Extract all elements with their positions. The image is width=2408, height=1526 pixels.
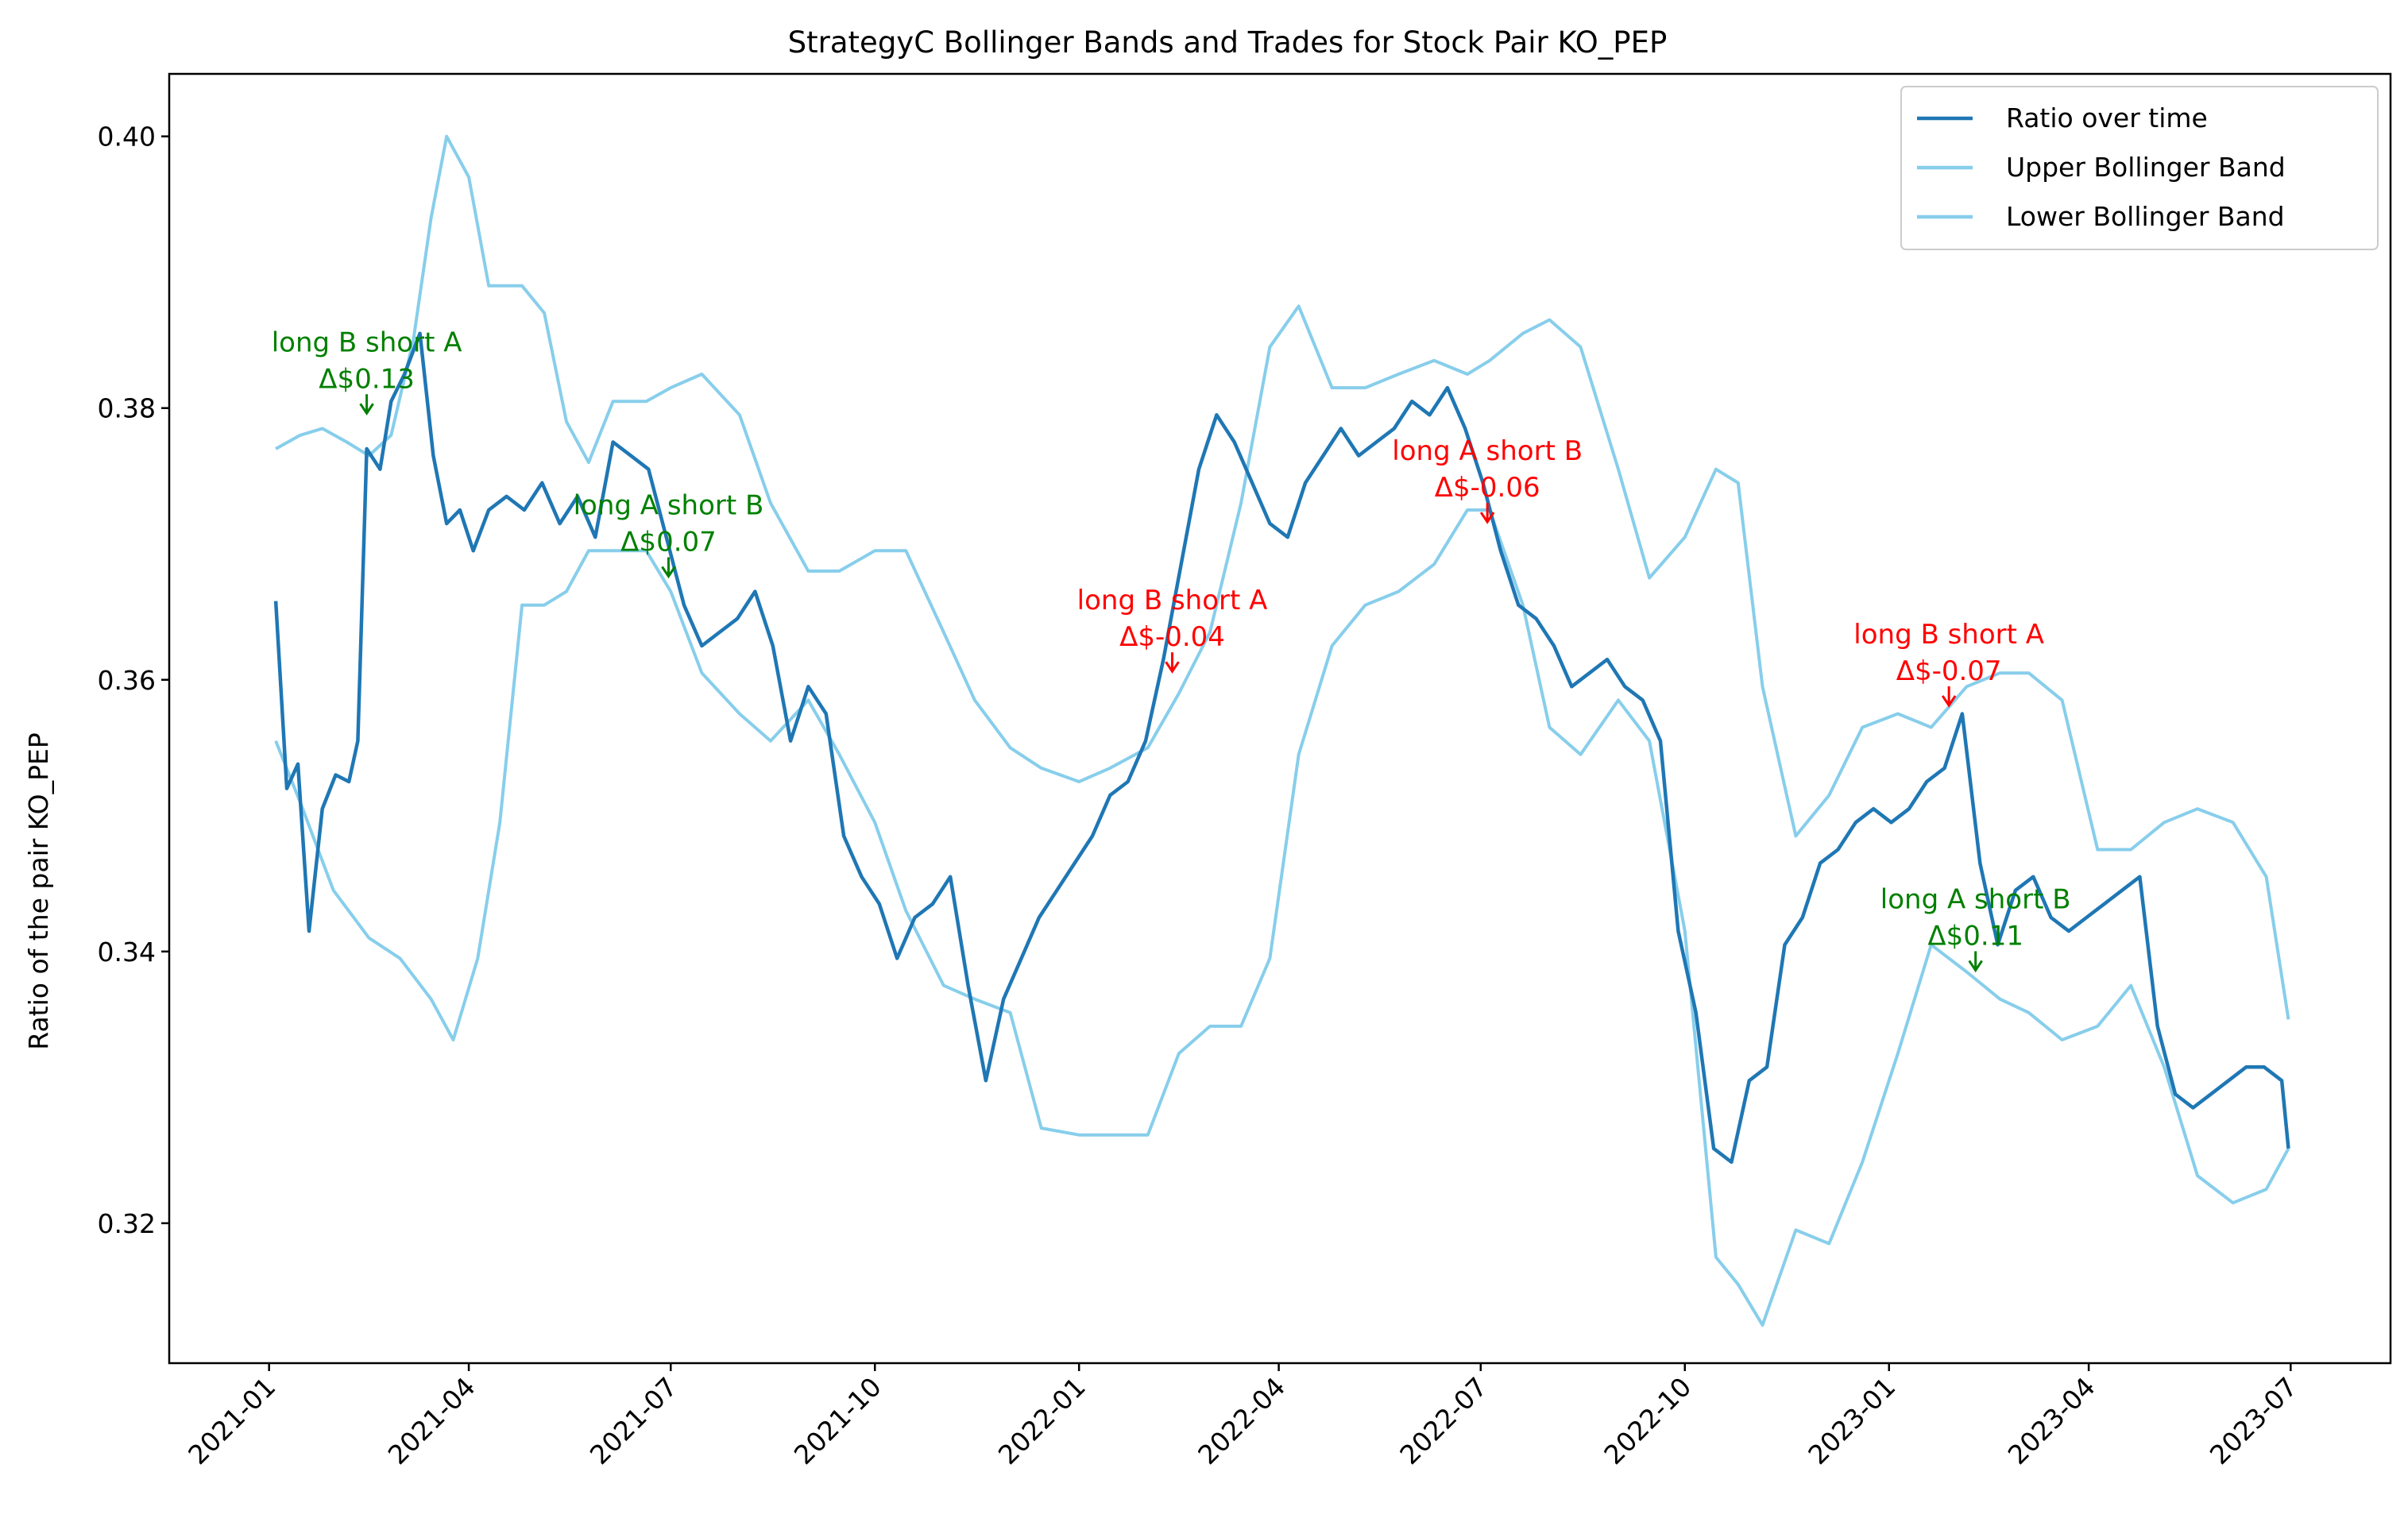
- trade-pnl-label: Δ$-0.04: [1119, 621, 1225, 653]
- trade-annotation: long A short B Δ$-0.06: [1392, 435, 1583, 524]
- trade-annotation: long B short A Δ$0.13: [272, 326, 462, 415]
- trade-arrow-head: [1968, 960, 1983, 973]
- trade-annotation: long A short B Δ$0.07: [574, 489, 764, 579]
- legend-label-ratio: Ratio over time: [2006, 102, 2208, 133]
- trade-action-label: long A short B: [1392, 435, 1583, 467]
- trade-action-label: long B short A: [272, 326, 462, 358]
- series-layer: [273, 134, 2290, 1327]
- trade-pnl-label: Δ$0.11: [1927, 920, 2023, 952]
- trade-pnl-label: Δ$-0.07: [1896, 655, 2002, 687]
- y-tick-label: 0.38: [98, 393, 156, 424]
- trade-pnl-label: Δ$-0.06: [1435, 472, 1540, 504]
- trade-action-label: long A short B: [574, 489, 764, 521]
- chart-title: StrategyC Bollinger Bands and Trades for…: [788, 25, 1668, 60]
- y-tick-label: 0.40: [98, 122, 156, 153]
- legend-label-upper: Upper Bollinger Band: [2006, 152, 2286, 183]
- y-tick-label: 0.34: [98, 937, 156, 968]
- y-tick-label: 0.32: [98, 1208, 156, 1239]
- trade-action-label: long B short A: [1853, 619, 2044, 651]
- legend-box: [1900, 86, 2379, 250]
- y-axis-label: Ratio of the pair KO_PEP: [23, 732, 54, 1050]
- trade-arrow-head: [1479, 512, 1495, 524]
- trade-action-label: long B short A: [1077, 585, 1268, 616]
- plot-frame: [168, 72, 2392, 1365]
- upper-bollinger-band-line: [275, 134, 2290, 1020]
- annotation-layer: long B short A Δ$0.13 long A short B Δ$0.07…: [272, 326, 2071, 973]
- legend: Ratio over time Upper Bollinger Band Low…: [1900, 86, 2379, 250]
- y-tick-label: 0.36: [98, 665, 156, 696]
- trade-annotation: long B short A Δ$-0.04: [1077, 585, 1268, 674]
- trade-arrow-head: [359, 403, 374, 415]
- trade-arrow-head: [1941, 695, 1957, 708]
- trade-pnl-label: Δ$0.07: [620, 526, 717, 558]
- lower-bollinger-band-line: [274, 508, 2290, 1327]
- ratio-over-time-line: [273, 331, 2290, 1165]
- trade-pnl-label: Δ$0.13: [319, 363, 415, 395]
- trade-annotation: long B short A Δ$-0.07: [1853, 619, 2044, 708]
- trade-annotation: long A short B Δ$0.11: [1880, 883, 2071, 973]
- trade-arrow-head: [1165, 661, 1180, 674]
- trade-action-label: long A short B: [1880, 883, 2071, 915]
- trade-arrow-head: [661, 566, 676, 579]
- legend-label-lower: Lower Bollinger Band: [2006, 201, 2285, 232]
